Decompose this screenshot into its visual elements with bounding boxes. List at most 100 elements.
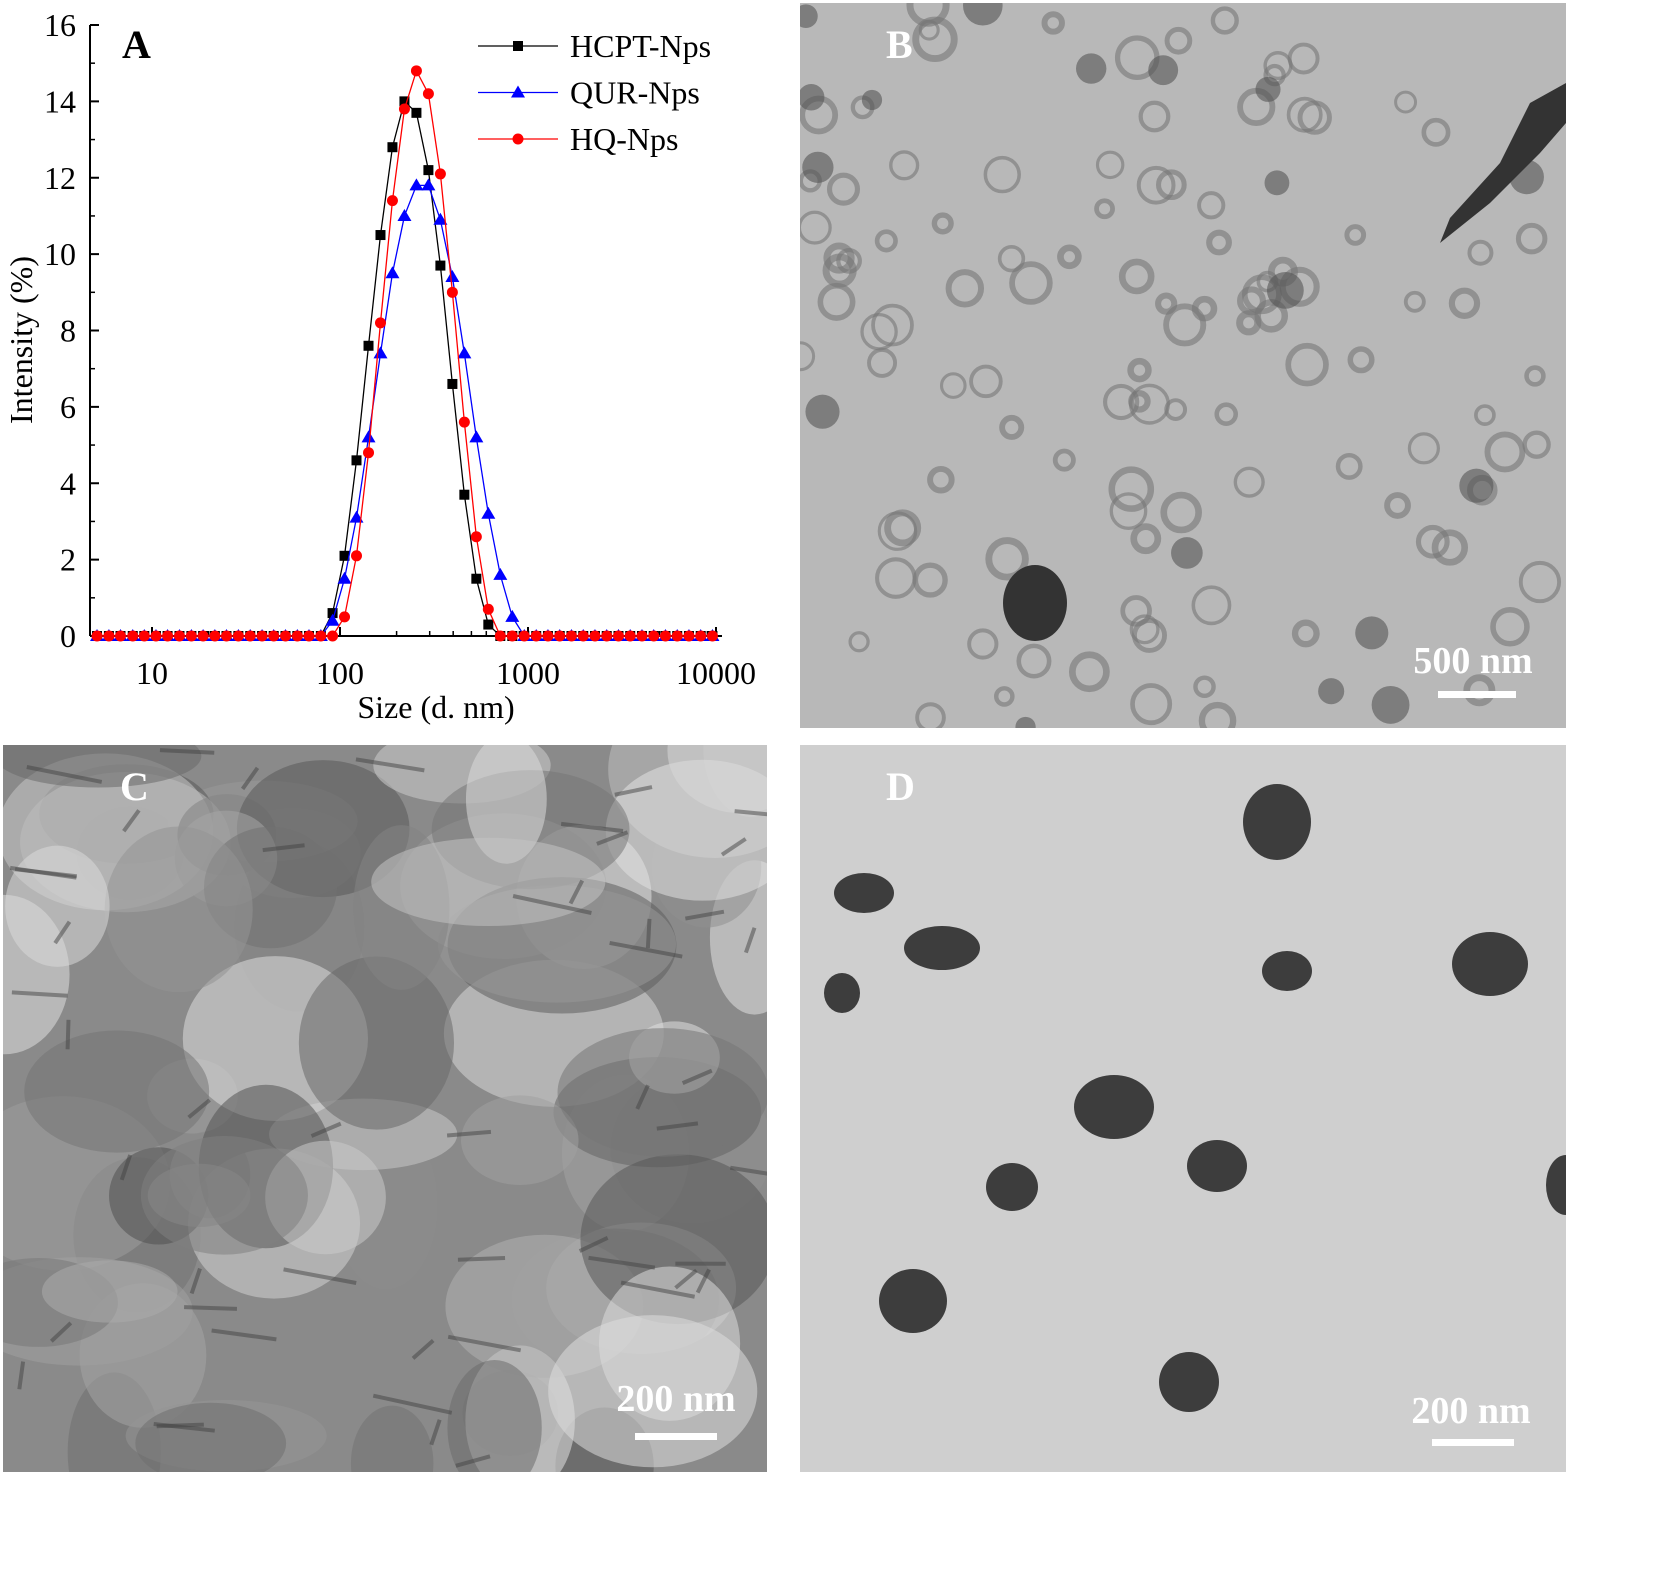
rod [674,1268,698,1290]
particle [1407,432,1440,465]
data-point [624,630,636,642]
rod [411,1338,435,1360]
data-point [435,260,446,271]
rod [656,1121,699,1131]
tem-image-d: D 200 nm [800,745,1566,1472]
rod [17,1361,26,1390]
particle [1052,448,1076,472]
data-point [554,630,566,642]
particle [1009,261,1053,305]
particle [927,465,955,494]
data-point [337,571,352,584]
particle [1128,390,1151,413]
particle [1068,651,1110,693]
data-point [695,630,707,642]
nanoparticle [1187,1140,1247,1192]
rod [695,1268,711,1294]
data-point [565,630,577,642]
rod [560,821,624,834]
particle [1344,224,1367,246]
y-tick-label: 10 [44,236,76,272]
data-point [445,270,460,283]
texture [104,826,253,993]
texture [461,1095,579,1185]
particle [826,172,861,206]
data-point [410,65,422,77]
data-point [127,630,139,642]
data-point [339,611,351,623]
particle [1108,466,1155,512]
data-point [375,230,386,241]
particle [822,253,857,288]
data-point [325,613,340,626]
particle [1318,678,1345,705]
particle [1129,614,1160,645]
particle [1524,365,1546,387]
particle [1156,169,1187,201]
texture [350,1405,434,1472]
particle [802,151,834,183]
nanoparticle [879,1269,947,1333]
rod [283,1267,357,1285]
particle [1518,560,1562,604]
scale-bar-c [635,1433,717,1440]
legend-item: QUR-Nps [478,75,700,111]
data-point [361,430,376,443]
particle [1210,6,1239,35]
particle [1463,674,1496,707]
data-point [518,630,530,642]
particle [800,4,818,28]
data-point [659,630,671,642]
rod [122,809,141,833]
data-point [138,630,150,642]
particle [967,628,999,660]
nanoparticle [1159,1352,1219,1412]
rod [588,1255,656,1270]
data-point [363,447,375,459]
particle [1118,258,1155,295]
texture [5,845,110,967]
particle [1155,292,1178,315]
particle [1138,100,1171,133]
particle [1164,26,1193,55]
particle [906,3,950,27]
data-point [363,340,374,351]
particle [1347,346,1375,374]
data-point [589,630,601,642]
data-point [481,506,496,519]
particle [1490,607,1530,647]
series-line [97,100,713,637]
rod [744,927,757,954]
y-tick-label: 2 [60,542,76,578]
texture [371,837,606,927]
particle [912,562,948,598]
particle [823,242,855,274]
data-point [256,630,268,642]
data-point [349,510,364,523]
x-axis-label: Size (d. nm) [357,689,514,725]
data-point [612,630,624,642]
particle [1160,491,1202,534]
particle [860,313,898,351]
data-point [399,96,410,107]
particle [1266,271,1304,309]
particle [945,269,985,308]
data-point [220,630,232,642]
particle [805,394,840,429]
rod [240,766,260,791]
rod [189,1267,202,1295]
data-point [494,630,506,642]
particle [848,631,870,653]
particle [1233,466,1265,498]
data-point [351,550,363,562]
data-point [601,630,613,642]
rod [26,765,103,784]
panel-label-d: D [886,764,915,809]
particle [1193,675,1216,699]
scale-label-d: 200 nm [1411,1390,1531,1432]
rod [184,1305,238,1311]
particle [1448,287,1481,319]
particle [800,83,825,111]
particle [1076,53,1107,84]
data-point [683,630,695,642]
